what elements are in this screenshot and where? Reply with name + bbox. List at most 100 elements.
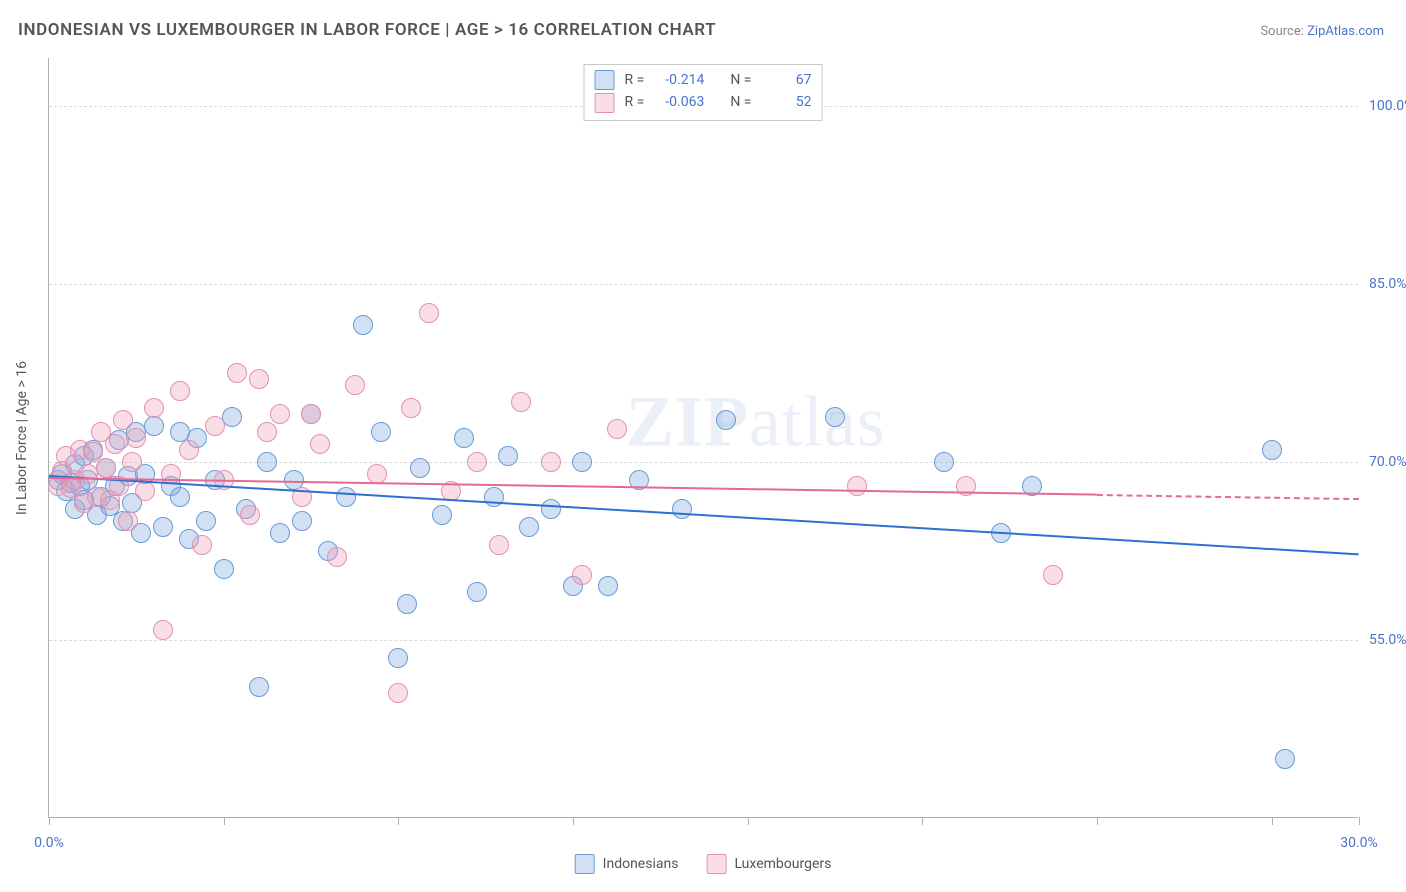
- gridline-h: [49, 284, 1358, 285]
- watermark-atlas: atlas: [749, 382, 886, 462]
- data-point-luxembourgers: [153, 620, 173, 640]
- data-point-luxembourgers: [345, 375, 365, 395]
- legend-swatch-luxembourgers: [706, 854, 726, 874]
- data-point-indonesians: [598, 576, 618, 596]
- gridline-h: [49, 462, 1358, 463]
- data-point-luxembourgers: [367, 464, 387, 484]
- data-point-luxembourgers: [227, 363, 247, 383]
- data-point-luxembourgers: [144, 398, 164, 418]
- r-label: R =: [625, 91, 645, 113]
- y-tick-label: 70.0%: [1361, 454, 1406, 470]
- data-point-luxembourgers: [607, 419, 627, 439]
- data-point-luxembourgers: [301, 404, 321, 424]
- data-point-indonesians: [257, 452, 277, 472]
- y-tick-label: 55.0%: [1361, 632, 1406, 648]
- trend-line: [1097, 494, 1359, 500]
- data-point-indonesians: [1275, 749, 1295, 769]
- x-tick-label: 30.0%: [1340, 835, 1378, 851]
- data-point-indonesians: [716, 410, 736, 430]
- legend-label-luxembourgers: Luxembourgers: [734, 856, 831, 872]
- data-point-indonesians: [541, 499, 561, 519]
- data-point-luxembourgers: [122, 452, 142, 472]
- x-tick: [1097, 817, 1098, 825]
- data-point-indonesians: [292, 511, 312, 531]
- data-point-luxembourgers: [541, 452, 561, 472]
- source-label: Source:: [1260, 24, 1303, 39]
- data-point-luxembourgers: [310, 434, 330, 454]
- data-point-luxembourgers: [205, 416, 225, 436]
- data-point-luxembourgers: [1043, 565, 1063, 585]
- data-point-luxembourgers: [192, 535, 212, 555]
- legend-swatch-indonesians: [575, 854, 595, 874]
- source-link[interactable]: ZipAtlas.com: [1307, 24, 1384, 39]
- data-point-luxembourgers: [847, 476, 867, 496]
- x-tick: [573, 817, 574, 825]
- x-tick: [398, 817, 399, 825]
- data-point-indonesians: [222, 407, 242, 427]
- legend-item-indonesians: Indonesians: [575, 854, 679, 874]
- data-point-indonesians: [572, 452, 592, 472]
- x-tick: [224, 817, 225, 825]
- data-point-indonesians: [825, 407, 845, 427]
- data-point-indonesians: [388, 648, 408, 668]
- data-point-indonesians: [454, 428, 474, 448]
- chart-title: INDONESIAN VS LUXEMBOURGER IN LABOR FORC…: [18, 20, 716, 40]
- data-point-indonesians: [270, 523, 290, 543]
- y-axis-label: In Labor Force | Age > 16: [14, 361, 30, 515]
- data-point-indonesians: [432, 505, 452, 525]
- data-point-luxembourgers: [327, 547, 347, 567]
- x-tick: [748, 817, 749, 825]
- data-point-luxembourgers: [113, 410, 133, 430]
- data-point-indonesians: [336, 487, 356, 507]
- data-point-indonesians: [410, 458, 430, 478]
- data-point-indonesians: [397, 594, 417, 614]
- data-point-luxembourgers: [511, 392, 531, 412]
- data-point-luxembourgers: [489, 535, 509, 555]
- data-point-indonesians: [934, 452, 954, 472]
- x-tick: [1272, 817, 1273, 825]
- n-label: N =: [730, 69, 751, 91]
- source-attribution: Source: ZipAtlas.com: [1260, 24, 1384, 39]
- x-tick: [49, 817, 50, 825]
- r-value-luxembourgers: -0.063: [654, 91, 704, 113]
- n-label: N =: [730, 91, 751, 113]
- data-point-indonesians: [170, 487, 190, 507]
- data-point-luxembourgers: [96, 458, 116, 478]
- data-point-luxembourgers: [419, 303, 439, 323]
- data-point-indonesians: [519, 517, 539, 537]
- swatch-luxembourgers: [595, 93, 615, 113]
- swatch-indonesians: [595, 70, 615, 90]
- data-point-luxembourgers: [572, 565, 592, 585]
- data-point-indonesians: [672, 499, 692, 519]
- data-point-indonesians: [144, 416, 164, 436]
- data-point-luxembourgers: [270, 404, 290, 424]
- watermark: ZIPatlas: [626, 381, 886, 464]
- data-point-indonesians: [371, 422, 391, 442]
- info-row-indonesians: R = -0.214 N = 67: [595, 69, 812, 91]
- n-value-indonesians: 67: [761, 69, 811, 91]
- data-point-indonesians: [249, 677, 269, 697]
- data-point-luxembourgers: [118, 511, 138, 531]
- data-point-indonesians: [214, 559, 234, 579]
- data-point-indonesians: [498, 446, 518, 466]
- data-point-luxembourgers: [170, 381, 190, 401]
- data-point-indonesians: [353, 315, 373, 335]
- legend-label-indonesians: Indonesians: [603, 856, 679, 872]
- correlation-info-box: R = -0.214 N = 67 R = -0.063 N = 52: [584, 64, 823, 121]
- data-point-luxembourgers: [388, 683, 408, 703]
- data-point-luxembourgers: [240, 505, 260, 525]
- y-tick-label: 100.0%: [1361, 98, 1406, 114]
- r-value-indonesians: -0.214: [654, 69, 704, 91]
- data-point-luxembourgers: [257, 422, 277, 442]
- r-label: R =: [625, 69, 645, 91]
- data-point-luxembourgers: [135, 481, 155, 501]
- data-point-indonesians: [1262, 440, 1282, 460]
- scatter-plot-area: ZIPatlas 55.0%70.0%85.0%100.0%0.0%30.0%: [48, 58, 1358, 818]
- x-tick-label: 0.0%: [34, 835, 64, 851]
- data-point-indonesians: [153, 517, 173, 537]
- n-value-luxembourgers: 52: [761, 91, 811, 113]
- y-tick-label: 85.0%: [1361, 276, 1406, 292]
- info-row-luxembourgers: R = -0.063 N = 52: [595, 91, 812, 113]
- x-tick: [922, 817, 923, 825]
- data-point-indonesians: [467, 582, 487, 602]
